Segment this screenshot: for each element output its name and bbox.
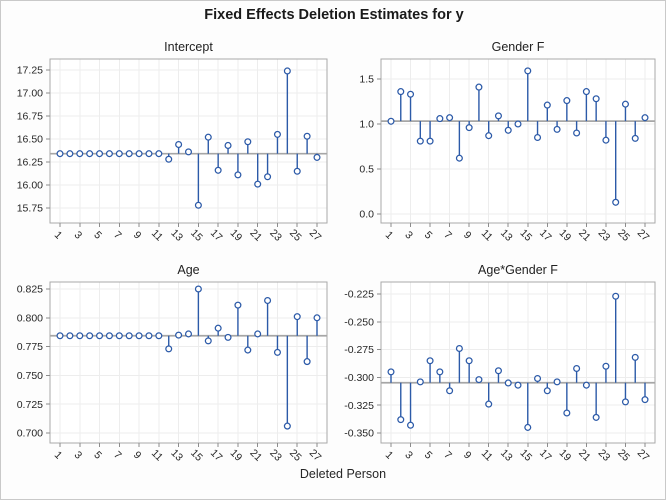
svg-text:19: 19 (557, 227, 574, 244)
svg-text:9: 9 (131, 229, 144, 242)
svg-text:15.75: 15.75 (17, 203, 43, 215)
svg-text:16.50: 16.50 (17, 134, 43, 146)
svg-text:5: 5 (422, 229, 435, 242)
svg-text:21: 21 (576, 227, 593, 244)
svg-text:17.00: 17.00 (17, 88, 43, 100)
svg-text:0.750: 0.750 (17, 370, 43, 382)
svg-text:11: 11 (149, 447, 165, 463)
svg-text:9: 9 (461, 449, 474, 462)
figure-title: Fixed Effects Deletion Estimates for y (204, 7, 464, 23)
panel-title-age: Age (177, 263, 200, 277)
svg-text:-0.225: -0.225 (344, 289, 374, 301)
svg-text:0.725: 0.725 (17, 399, 43, 411)
svg-text:1: 1 (383, 229, 396, 242)
svg-text:19: 19 (557, 447, 574, 464)
svg-text:17: 17 (537, 447, 554, 464)
svg-text:0.0: 0.0 (359, 209, 374, 221)
svg-text:3: 3 (402, 449, 415, 462)
svg-text:3: 3 (72, 229, 85, 242)
svg-text:1.0: 1.0 (359, 119, 374, 131)
svg-text:19: 19 (228, 227, 245, 244)
svg-text:1: 1 (52, 449, 65, 462)
svg-text:13: 13 (168, 447, 185, 464)
svg-text:16.75: 16.75 (17, 111, 43, 123)
svg-text:15: 15 (518, 227, 535, 244)
svg-text:0.700: 0.700 (17, 428, 43, 440)
svg-text:21: 21 (247, 447, 264, 464)
svg-text:19: 19 (228, 447, 245, 464)
svg-text:1.5: 1.5 (359, 74, 374, 86)
svg-text:21: 21 (247, 227, 264, 244)
panel-title-intercept: Intercept (164, 40, 213, 54)
svg-text:7: 7 (441, 449, 454, 462)
svg-text:5: 5 (91, 449, 104, 462)
svg-text:27: 27 (635, 447, 652, 464)
x-axis-label: Deleted Person (299, 467, 387, 481)
panel-title-gender-f: Gender F (491, 40, 545, 54)
svg-text:9: 9 (461, 229, 474, 242)
svg-text:-0.325: -0.325 (344, 400, 374, 412)
svg-text:5: 5 (422, 449, 435, 462)
svg-text:-0.300: -0.300 (344, 372, 374, 384)
svg-text:23: 23 (596, 227, 613, 244)
svg-text:16.00: 16.00 (17, 180, 43, 192)
svg-text:-0.275: -0.275 (344, 344, 374, 356)
svg-text:15: 15 (518, 447, 535, 464)
svg-text:17.25: 17.25 (17, 65, 43, 77)
svg-text:1: 1 (383, 449, 396, 462)
svg-text:-0.250: -0.250 (344, 316, 374, 328)
svg-text:16.25: 16.25 (17, 157, 43, 169)
svg-text:0.775: 0.775 (17, 341, 43, 353)
svg-text:25: 25 (615, 447, 632, 464)
svg-text:5: 5 (91, 229, 104, 242)
svg-text:23: 23 (267, 227, 284, 244)
svg-text:23: 23 (267, 447, 284, 464)
svg-text:7: 7 (111, 449, 124, 462)
svg-text:27: 27 (307, 227, 324, 244)
svg-text:7: 7 (441, 229, 454, 242)
svg-text:9: 9 (131, 449, 144, 462)
panel-title-age-gender-f: Age*Gender F (478, 263, 558, 277)
svg-text:7: 7 (111, 229, 124, 242)
svg-text:1: 1 (52, 229, 65, 242)
svg-text:13: 13 (498, 447, 515, 464)
svg-text:27: 27 (635, 227, 652, 244)
svg-text:17: 17 (208, 447, 225, 464)
svg-text:13: 13 (498, 227, 515, 244)
svg-text:13: 13 (168, 227, 185, 244)
svg-text:25: 25 (615, 227, 632, 244)
svg-text:25: 25 (287, 447, 304, 464)
svg-text:15: 15 (188, 447, 205, 464)
svg-text:27: 27 (307, 447, 324, 464)
svg-text:3: 3 (72, 449, 85, 462)
svg-text:15: 15 (188, 227, 205, 244)
svg-text:0.5: 0.5 (359, 164, 374, 176)
svg-text:23: 23 (596, 447, 613, 464)
svg-text:11: 11 (479, 227, 495, 243)
svg-text:17: 17 (537, 227, 554, 244)
svg-text:0.825: 0.825 (17, 284, 43, 296)
svg-text:3: 3 (402, 229, 415, 242)
svg-text:11: 11 (479, 447, 495, 463)
svg-text:0.800: 0.800 (17, 312, 43, 324)
svg-text:11: 11 (149, 227, 165, 243)
svg-text:25: 25 (287, 227, 304, 244)
svg-text:17: 17 (208, 227, 225, 244)
svg-text:21: 21 (576, 447, 593, 464)
svg-text:-0.350: -0.350 (344, 428, 374, 440)
